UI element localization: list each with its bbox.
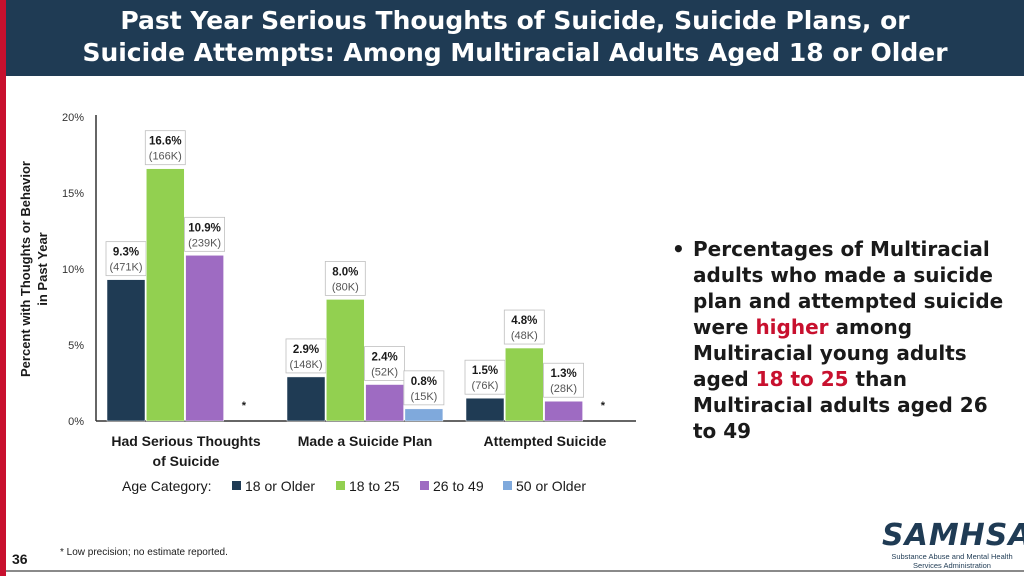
legend-entry: 18 to 25 xyxy=(349,478,400,494)
legend-entry: 26 to 49 xyxy=(433,478,484,494)
y-tick-label: 10% xyxy=(62,264,84,276)
legend-entry: 18 or Older xyxy=(245,478,315,494)
bar xyxy=(465,397,505,422)
data-label-count: (471K) xyxy=(109,262,142,274)
data-label-percent: 4.8% xyxy=(511,315,537,327)
y-tick-label: 15% xyxy=(62,188,84,200)
data-label-box xyxy=(543,362,584,398)
data-label-percent: 9.3% xyxy=(113,247,139,259)
logo-subtitle-line-1: Substance Abuse and Mental Health xyxy=(891,552,1013,561)
y-tick-label: 5% xyxy=(68,340,84,352)
bar xyxy=(404,408,444,422)
y-axis-label-line-1: Percent with Thoughts or Behavior xyxy=(18,161,33,377)
title-line-2: Suicide Attempts: Among Multiracial Adul… xyxy=(82,38,948,67)
samhsa-logo: SAMHSA Substance Abuse and Mental Health… xyxy=(880,518,1024,570)
data-label-percent: 2.4% xyxy=(371,352,397,364)
data-label-percent: 10.9% xyxy=(188,222,221,234)
bar xyxy=(146,168,185,422)
data-label-percent: 8.0% xyxy=(332,266,358,278)
data-label-count: (239K) xyxy=(188,237,221,249)
data-label-count: (148K) xyxy=(289,359,322,371)
suppressed-marker: * xyxy=(601,400,606,412)
page-number: 36 xyxy=(12,551,28,567)
category-label: Made a Suicide Plan xyxy=(298,433,433,449)
legend-swatch xyxy=(232,481,241,490)
data-label-count: (48K) xyxy=(511,330,538,342)
data-label-box xyxy=(105,241,147,277)
bullet-text: Percentages of Multiracial adults who ma… xyxy=(693,236,1007,444)
data-label-box xyxy=(364,346,406,381)
legend-swatch xyxy=(503,481,512,490)
bar xyxy=(185,255,224,422)
legend-entry: 50 or Older xyxy=(516,478,586,494)
legend-swatch xyxy=(336,481,345,490)
category-label: Had Serious Thoughts xyxy=(111,433,261,449)
data-label-count: (80K) xyxy=(332,281,359,293)
data-label-count: (76K) xyxy=(472,380,499,392)
bar-chart: 0% 5% 10% 15% 20% Percent with Thoughts or Be… xyxy=(18,112,636,494)
bullet-point: • Percentages of Multiracial adults who … xyxy=(672,236,1007,444)
bottom-rule xyxy=(6,570,1024,572)
data-label-count: (15K) xyxy=(410,391,437,403)
data-label-box xyxy=(403,370,445,406)
bullet-text-part-1: Percentages of Multiracial adults who ma… xyxy=(693,237,1004,339)
bar xyxy=(544,400,583,422)
highlight-higher: higher xyxy=(755,315,829,339)
bullet-dot: • xyxy=(672,237,685,261)
data-label-percent: 1.3% xyxy=(550,368,576,380)
logo-wordmark: SAMHSA xyxy=(882,518,1024,553)
bar xyxy=(505,347,544,422)
data-label-box xyxy=(324,260,366,296)
data-label-percent: 0.8% xyxy=(411,376,437,388)
data-label-box xyxy=(184,216,226,252)
data-label-percent: 2.9% xyxy=(293,344,319,356)
data-label-box xyxy=(464,359,506,395)
bar xyxy=(106,279,146,422)
y-axis-label-line-2: in Past Year xyxy=(35,232,50,305)
data-label-percent: 16.6% xyxy=(149,136,182,148)
footnote: * Low precision; no estimate reported. xyxy=(60,547,228,558)
logo-subtitle-line-2: Services Administration xyxy=(913,561,991,570)
data-label-box xyxy=(285,338,327,374)
header-bar: Past Year Serious Thoughts of Suicide, S… xyxy=(6,0,1024,76)
data-label-box xyxy=(144,130,186,166)
data-label-count: (166K) xyxy=(149,151,182,163)
category-label: of Suicide xyxy=(153,453,220,469)
y-tick-label: 0% xyxy=(68,416,84,428)
data-label-count: (28K) xyxy=(550,383,577,395)
suppressed-marker: * xyxy=(242,400,247,412)
highlight-age-range: 18 to 25 xyxy=(755,367,849,391)
bullet-text-part-2: among Multiracial young adults aged xyxy=(693,315,967,391)
bullet-text-part-3: than Multiracial adults aged 26 to 49 xyxy=(693,367,988,443)
title-line-1: Past Year Serious Thoughts of Suicide, S… xyxy=(120,6,910,35)
logo-subtitle: Substance Abuse and Mental Health Servic… xyxy=(882,552,1022,570)
bar xyxy=(326,299,365,422)
y-tick-label: 20% xyxy=(62,112,84,124)
data-label-box xyxy=(503,309,545,345)
data-label-percent: 1.5% xyxy=(472,365,498,377)
bar xyxy=(365,384,404,422)
category-label: Attempted Suicide xyxy=(484,433,607,449)
bar xyxy=(286,376,326,422)
legend-swatch xyxy=(420,481,429,490)
legend-title: Age Category: xyxy=(122,478,212,494)
data-label-count: (52K) xyxy=(371,367,398,379)
left-accent-bar xyxy=(0,0,6,576)
